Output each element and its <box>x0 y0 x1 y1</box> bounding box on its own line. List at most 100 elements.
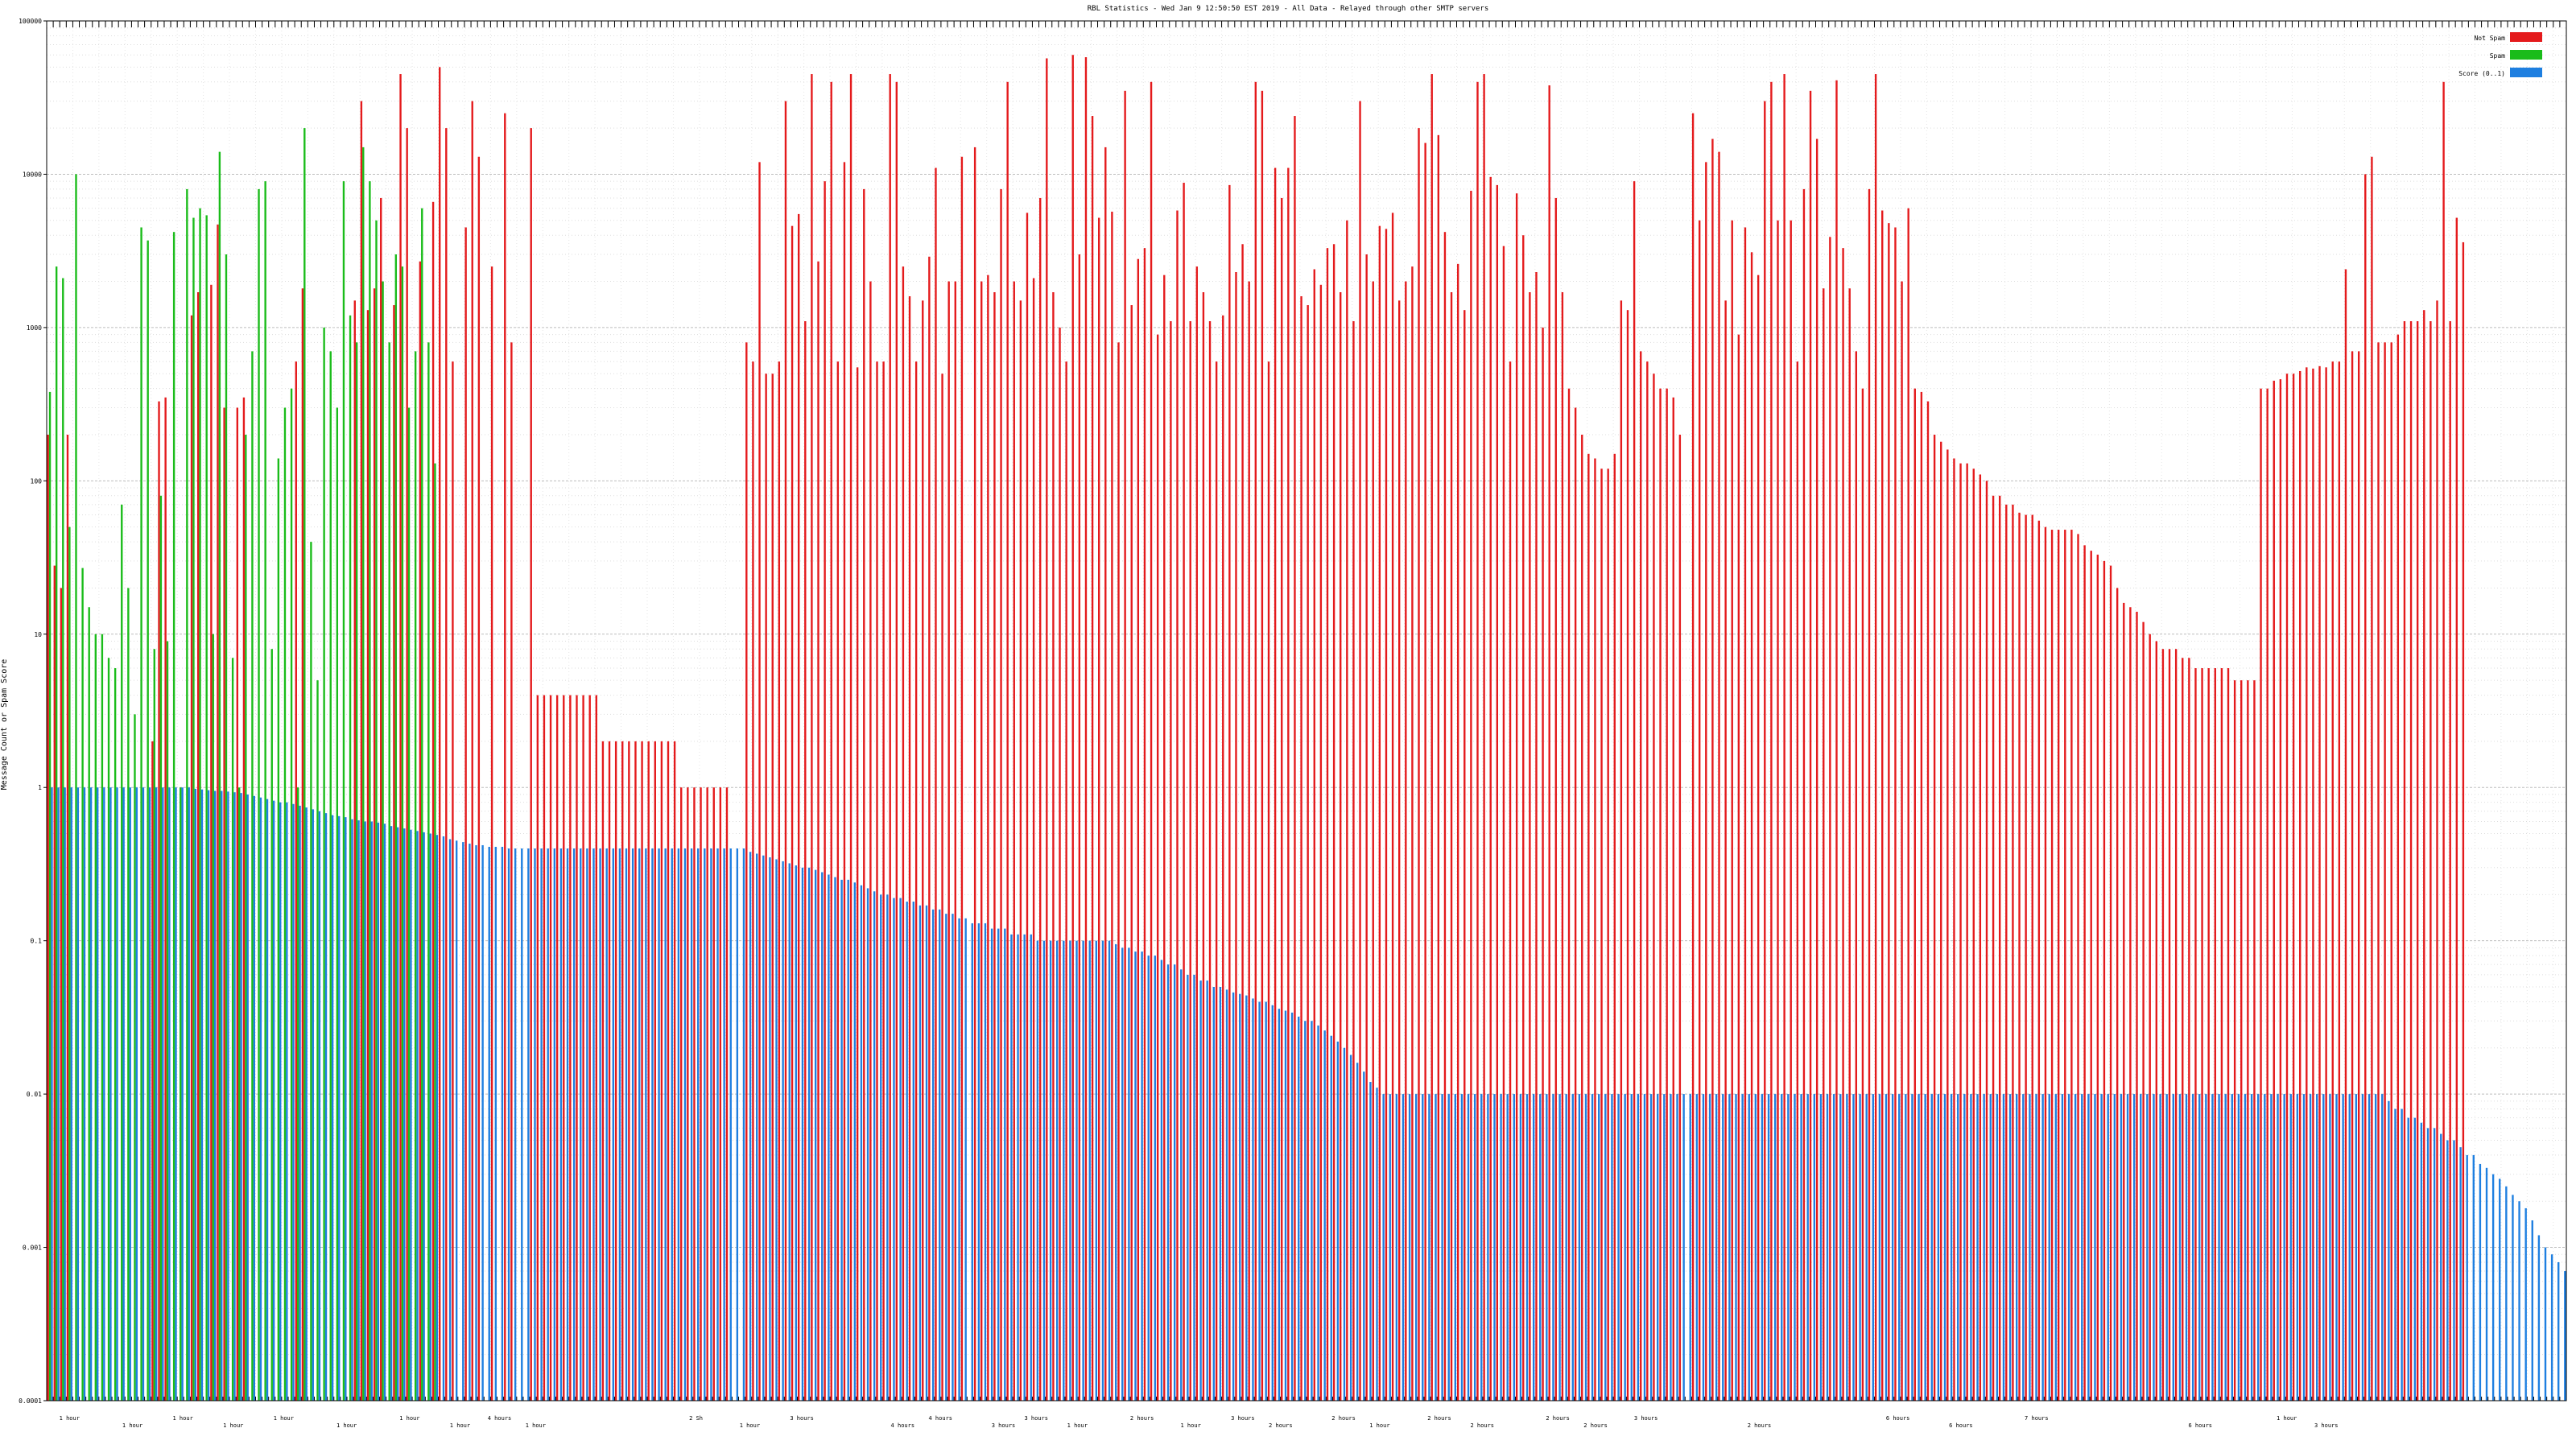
score-bar <box>1304 1021 1307 1401</box>
score-bar <box>2302 1094 2306 1401</box>
not-spam-bar <box>2142 621 2145 1401</box>
not-spam-bar <box>1150 81 1153 1401</box>
not-spam-bar <box>1046 58 1048 1401</box>
not-spam-bar <box>2377 342 2380 1401</box>
not-spam-bar <box>1567 388 1571 1401</box>
not-spam-bar <box>1202 292 1205 1401</box>
not-spam-bar <box>1940 441 1942 1401</box>
not-spam-bar <box>1985 481 1988 1401</box>
score-bar <box>775 859 778 1401</box>
x-group-label: 3 hours <box>790 1415 814 1422</box>
not-spam-bar <box>1176 210 1179 1401</box>
not-spam-bar <box>817 261 819 1401</box>
not-spam-bar <box>2279 379 2282 1401</box>
score-bar <box>683 848 687 1401</box>
spam-bar <box>283 407 287 1401</box>
not-spam-bar <box>687 787 689 1401</box>
score-bar <box>2120 1094 2123 1401</box>
spam-bar <box>127 588 130 1401</box>
not-spam-bar <box>2194 668 2197 1401</box>
not-spam-bar <box>2044 526 2047 1401</box>
score-bar <box>2466 1154 2468 1401</box>
spam-bar <box>94 634 97 1401</box>
score-bar <box>2126 1094 2129 1401</box>
not-spam-bar <box>1933 435 1936 1401</box>
x-group-label: 4 hours <box>488 1415 512 1422</box>
not-spam-bar <box>2077 534 2079 1401</box>
not-spam-bar <box>1737 334 1740 1401</box>
spam-bar <box>277 458 280 1401</box>
not-spam-bar <box>1848 288 1851 1401</box>
not-spam-bar <box>1470 190 1472 1401</box>
spam-bar <box>401 266 404 1401</box>
score-bar <box>1225 989 1228 1401</box>
not-spam-bar <box>1920 391 1923 1401</box>
not-spam-bar <box>2403 321 2406 1401</box>
score-bar <box>2067 1094 2070 1401</box>
score-bar <box>1689 1094 1691 1401</box>
not-spam-bar <box>914 361 918 1401</box>
score-bar <box>2270 1094 2273 1401</box>
not-spam-bar <box>784 101 787 1401</box>
score-bar <box>168 787 171 1401</box>
score-bar <box>697 848 700 1401</box>
not-spam-bar <box>1332 244 1335 1401</box>
not-spam-bar <box>1842 248 1844 1401</box>
spam-bar <box>101 634 104 1401</box>
score-bar <box>1519 1094 1522 1401</box>
score-bar <box>1748 1094 1750 1401</box>
score-bar <box>338 815 341 1401</box>
score-bar <box>1905 1094 1907 1401</box>
not-spam-bar <box>2116 588 2119 1401</box>
not-spam-bar <box>1052 292 1055 1401</box>
x-group-label: 3 hours <box>1024 1415 1048 1422</box>
axes <box>46 20 2567 1401</box>
not-spam-bar <box>1600 469 1603 1401</box>
score-bar <box>1630 1094 1633 1401</box>
score-bar <box>2309 1094 2312 1401</box>
score-bar <box>1832 1094 1835 1401</box>
score-bar <box>2322 1094 2325 1401</box>
not-spam-bar <box>2050 530 2054 1401</box>
spam-bar <box>414 351 417 1401</box>
not-spam-bar <box>1378 225 1381 1401</box>
not-spam-bar <box>2338 361 2341 1401</box>
score-bar <box>1082 940 1084 1401</box>
score-bar <box>1584 1094 1587 1401</box>
not-spam-bar <box>1026 213 1029 1401</box>
score-bar <box>364 821 366 1401</box>
not-spam-bar <box>1287 167 1290 1401</box>
score-bar <box>2296 1094 2299 1401</box>
score-bar <box>736 848 739 1401</box>
spam-bar <box>238 787 241 1401</box>
not-spam-bar <box>954 281 956 1401</box>
score-bar <box>769 857 771 1401</box>
score-bar <box>2041 1094 2044 1401</box>
not-spam-bar <box>1946 449 1949 1401</box>
score-bar <box>559 848 563 1401</box>
score-bar <box>990 928 993 1401</box>
spam-bar <box>218 151 221 1401</box>
score-bar <box>1154 956 1157 1401</box>
spam-bar <box>107 658 110 1401</box>
score-bar <box>592 848 595 1401</box>
score-bar <box>2022 1094 2025 1401</box>
not-spam-bar <box>1959 463 1962 1401</box>
score-bar <box>403 828 406 1401</box>
spam-bar <box>329 351 332 1401</box>
not-spam-bar <box>2233 680 2236 1401</box>
score-bar <box>1128 947 1130 1401</box>
score-bar <box>1422 1094 1424 1401</box>
score-bar <box>1617 1094 1620 1401</box>
not-spam-bar <box>2364 174 2367 1401</box>
score-bar <box>2407 1117 2409 1401</box>
score-bar <box>945 914 947 1401</box>
score-bar <box>188 787 190 1401</box>
not-spam-bar <box>1000 188 1002 1401</box>
score-bar <box>1532 1094 1535 1401</box>
score-bar <box>1989 1094 1992 1401</box>
score-bar <box>331 815 334 1401</box>
spam-bar <box>258 188 260 1401</box>
score-bar <box>455 840 458 1401</box>
not-spam-bar <box>2090 551 2092 1401</box>
